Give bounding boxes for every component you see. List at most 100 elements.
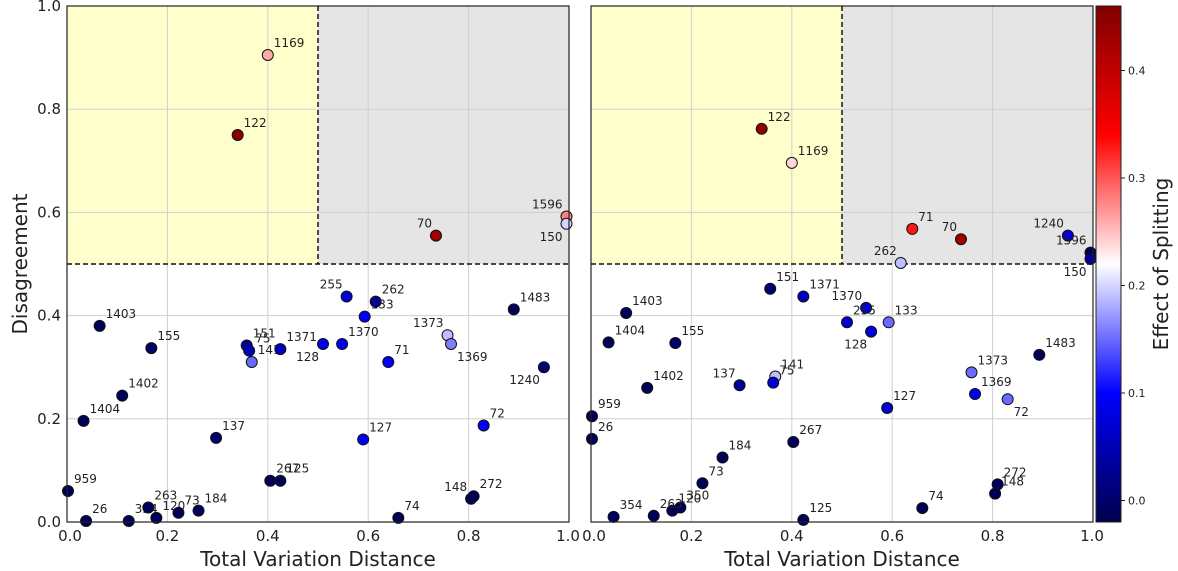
- point-label: 26: [598, 420, 613, 434]
- data-point: [392, 511, 405, 524]
- data-point: [894, 256, 907, 269]
- point-label: 272: [480, 477, 503, 491]
- data-point: [696, 477, 709, 490]
- data-point: [264, 474, 277, 487]
- point-label: 1403: [106, 307, 137, 321]
- data-point: [906, 222, 919, 235]
- x-tick-label: 1.0: [1080, 527, 1104, 545]
- data-point: [507, 303, 520, 316]
- point-label: 122: [768, 110, 791, 124]
- point-label: 1596: [1056, 234, 1087, 248]
- data-point: [767, 376, 780, 389]
- point-label: 74: [404, 499, 419, 513]
- data-point: [641, 381, 654, 394]
- data-point: [882, 316, 895, 329]
- point-label: 72: [490, 407, 505, 421]
- plot-frame: [66, 5, 570, 523]
- data-point: [358, 310, 371, 323]
- point-label: 151: [253, 327, 276, 341]
- point-label: 74: [928, 489, 943, 503]
- point-label: 1404: [90, 402, 121, 416]
- data-point: [865, 325, 878, 338]
- point-label: 128: [296, 350, 319, 364]
- data-point: [369, 295, 382, 308]
- point-label: 1240: [509, 373, 540, 387]
- data-point: [881, 401, 894, 414]
- point-label: 125: [286, 462, 309, 476]
- point-label: 127: [369, 420, 392, 434]
- data-point: [336, 337, 349, 350]
- x-tick-label: 0.8: [457, 527, 481, 545]
- point-label: 127: [893, 389, 916, 403]
- data-point: [841, 316, 854, 329]
- x-axis-label-right: Total Variation Distance: [723, 547, 960, 571]
- point-label: 184: [729, 439, 752, 453]
- y-tick-label: 0.2: [37, 410, 61, 428]
- point-label: 70: [417, 217, 432, 231]
- y-tick-label: 0.6: [37, 203, 61, 221]
- x-tick-label: 0.4: [780, 527, 804, 545]
- region-upper-left: [591, 6, 842, 264]
- point-label: 255: [320, 278, 343, 292]
- data-point: [602, 336, 615, 349]
- point-label: 71: [394, 343, 409, 357]
- data-point: [860, 301, 873, 314]
- point-label: 350: [686, 489, 709, 503]
- point-label: 255: [853, 303, 876, 317]
- point-label: 1371: [809, 278, 840, 292]
- y-axis-label: Disagreement: [8, 193, 32, 334]
- data-point: [620, 307, 633, 320]
- data-point: [429, 229, 442, 242]
- point-label: 1371: [286, 330, 317, 344]
- data-point: [669, 336, 682, 349]
- x-tick-label: 0.0: [582, 527, 606, 545]
- point-label: 1483: [1045, 336, 1076, 350]
- data-point: [93, 319, 106, 332]
- point-label: 150: [1064, 265, 1087, 279]
- colorbar: 0.0 0.1 0.2 0.3 0.4: [1095, 5, 1146, 523]
- point-label: 1373: [413, 316, 444, 330]
- data-point: [382, 356, 395, 369]
- data-point: [317, 337, 330, 350]
- point-label: 263: [154, 489, 177, 503]
- colorbar-gradient: [1095, 5, 1122, 523]
- data-point: [787, 436, 800, 449]
- data-point: [607, 510, 620, 523]
- data-point: [77, 414, 90, 427]
- point-label: 959: [598, 397, 621, 411]
- point-label: 72: [1014, 405, 1029, 419]
- data-point: [80, 514, 93, 527]
- point-label: 959: [74, 472, 97, 486]
- data-point: [666, 504, 679, 517]
- data-point: [733, 379, 746, 392]
- point-label: 155: [681, 324, 704, 338]
- point-label: 122: [244, 116, 267, 130]
- x-tick-label: 0.8: [981, 527, 1005, 545]
- data-point: [954, 233, 967, 246]
- x-tick-label: 0.0: [58, 527, 82, 545]
- point-label: 272: [1004, 465, 1027, 479]
- data-point: [477, 419, 490, 432]
- point-label: 1369: [457, 350, 488, 364]
- point-label: 133: [895, 303, 918, 317]
- data-point: [1061, 229, 1074, 242]
- point-label: 354: [620, 498, 643, 512]
- point-label: 1169: [798, 144, 829, 158]
- data-point: [274, 474, 287, 487]
- point-label: 1370: [348, 325, 379, 339]
- data-point: [467, 490, 480, 503]
- data-point: [969, 388, 982, 401]
- colorbar-tick-label: 0.1: [1128, 387, 1146, 400]
- point-label: 75: [255, 332, 270, 346]
- point-label: 1402: [653, 369, 684, 383]
- data-point: [916, 502, 929, 515]
- x-axis-label-left: Total Variation Distance: [199, 547, 436, 571]
- data-point: [261, 49, 274, 62]
- colorbar-label: Effect of Splitting: [1149, 178, 1173, 351]
- point-label: 1373: [978, 353, 1009, 367]
- point-label: 26: [92, 502, 107, 516]
- point-label: 141: [258, 343, 281, 357]
- point-label: 128: [844, 338, 867, 352]
